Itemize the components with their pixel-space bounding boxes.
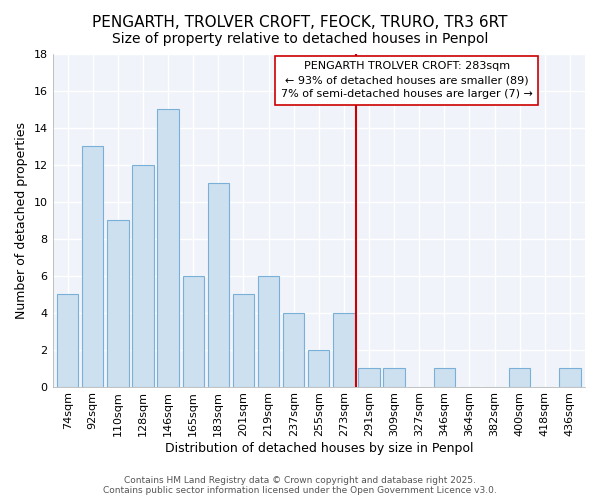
Text: Size of property relative to detached houses in Penpol: Size of property relative to detached ho… xyxy=(112,32,488,46)
Bar xyxy=(358,368,380,386)
Bar xyxy=(283,312,304,386)
Bar xyxy=(132,165,154,386)
Y-axis label: Number of detached properties: Number of detached properties xyxy=(15,122,28,319)
Bar xyxy=(383,368,405,386)
Bar xyxy=(82,146,103,386)
Text: PENGARTH TROLVER CROFT: 283sqm
← 93% of detached houses are smaller (89)
7% of s: PENGARTH TROLVER CROFT: 283sqm ← 93% of … xyxy=(281,62,533,100)
Bar xyxy=(509,368,530,386)
Bar xyxy=(107,220,128,386)
Bar xyxy=(258,276,279,386)
Bar xyxy=(57,294,78,386)
X-axis label: Distribution of detached houses by size in Penpol: Distribution of detached houses by size … xyxy=(164,442,473,455)
Bar xyxy=(559,368,581,386)
Bar xyxy=(308,350,329,387)
Bar xyxy=(157,110,179,386)
Text: Contains HM Land Registry data © Crown copyright and database right 2025.
Contai: Contains HM Land Registry data © Crown c… xyxy=(103,476,497,495)
Bar xyxy=(333,312,355,386)
Bar xyxy=(208,184,229,386)
Bar xyxy=(182,276,204,386)
Bar xyxy=(233,294,254,386)
Text: PENGARTH, TROLVER CROFT, FEOCK, TRURO, TR3 6RT: PENGARTH, TROLVER CROFT, FEOCK, TRURO, T… xyxy=(92,15,508,30)
Bar xyxy=(434,368,455,386)
